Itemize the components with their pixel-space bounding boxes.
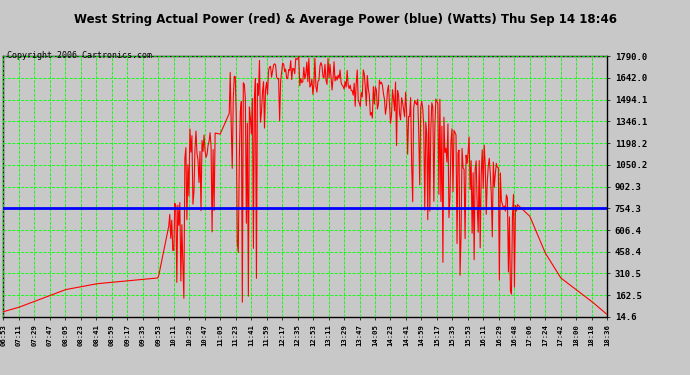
Text: Copyright 2006 Cartronics.com: Copyright 2006 Cartronics.com	[7, 51, 152, 60]
Text: West String Actual Power (red) & Average Power (blue) (Watts) Thu Sep 14 18:46: West String Actual Power (red) & Average…	[74, 13, 616, 26]
